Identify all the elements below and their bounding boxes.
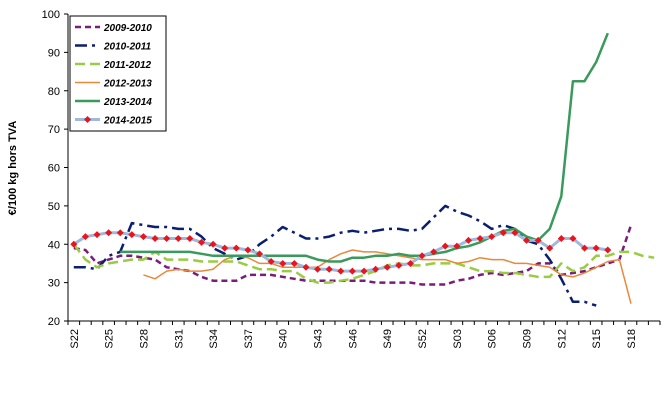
x-tick-label: S34 [208,329,220,349]
x-tick-label: S52 [417,329,429,349]
data-point [372,265,380,273]
x-tick-label: S15 [591,329,603,349]
y-tick-label: 40 [48,239,60,251]
data-point [232,244,240,252]
legend-label: 2014-2015 [103,116,152,127]
legend-label: 2009-2010 [103,23,152,34]
data-point [488,233,496,241]
y-tick-label: 50 [48,201,60,213]
x-tick-label: S03 [452,329,464,349]
x-tick-label: S46 [347,329,359,349]
data-point [383,263,391,271]
data-point [209,240,217,248]
data-point [581,244,589,252]
data-point [523,236,531,244]
x-tick-label: S28 [138,329,150,349]
data-point [70,240,78,248]
data-point [267,258,275,266]
series-line [73,204,597,307]
data-point [546,244,554,252]
data-point [348,267,356,275]
data-point [139,233,147,241]
data-point [441,242,449,250]
data-point [163,234,171,242]
y-tick-label: 60 [48,163,60,175]
x-tick-label: S43 [313,329,325,349]
x-tick-label: S22 [69,329,81,349]
x-tick-label: S49 [382,329,394,349]
data-point [93,231,101,239]
legend: 2009-2010 2010-2011 2011-2012 2012-2013 2013… [69,15,167,132]
data-point [499,229,507,237]
data-point [81,233,89,241]
data-point [174,234,182,242]
data-point [395,261,403,269]
x-tick-label: S37 [243,329,255,349]
x-tick-label: S31 [173,329,185,349]
series-line [72,243,655,284]
y-tick-label: 90 [48,47,60,59]
data-point [325,265,333,273]
data-point [569,234,577,242]
data-point [290,259,298,267]
y-tick-label: 30 [48,278,60,290]
data-point [604,246,612,254]
series-line [143,249,632,304]
data-point [256,250,264,258]
data-point [314,265,322,273]
y-tick-label: 70 [48,124,60,136]
data-point [116,229,124,237]
data-point [464,236,472,244]
data-point [279,259,287,267]
data-point [418,252,426,260]
data-point [476,234,484,242]
x-tick-label: S06 [487,329,499,349]
data-point [430,248,438,256]
data-point [534,236,542,244]
x-tick-label: S09 [522,329,534,349]
legend-label: 2012-2013 [103,79,152,90]
legend-marker [84,116,91,123]
data-point [186,234,194,242]
data-point [453,242,461,250]
data-point [128,231,136,239]
data-point [302,263,310,271]
data-point [592,244,600,252]
data-point [197,238,205,246]
x-tick-label: S25 [104,329,116,349]
y-tick-label: 20 [48,316,60,328]
data-point [105,229,113,237]
x-tick-label: S12 [556,329,568,349]
data-point [221,244,229,252]
data-point [244,246,252,254]
y-axis-label: €/100 kg hors TVA [7,121,19,216]
legend-label: 2010-2011 [103,42,152,53]
x-tick-label: S18 [626,329,638,349]
legend-label: 2013-2014 [103,97,152,108]
y-tick-label: 100 [42,9,60,21]
data-point [151,234,159,242]
legend-label: 2011-2012 [103,60,152,71]
series-line [73,224,633,286]
series-line [120,32,609,263]
x-tick-label: S40 [278,329,290,349]
data-point [511,229,519,237]
data-point [360,267,368,275]
data-point [406,259,414,267]
data-point [557,234,565,242]
y-tick-label: 80 [48,86,60,98]
data-point [337,267,345,275]
legend-box [69,15,167,132]
